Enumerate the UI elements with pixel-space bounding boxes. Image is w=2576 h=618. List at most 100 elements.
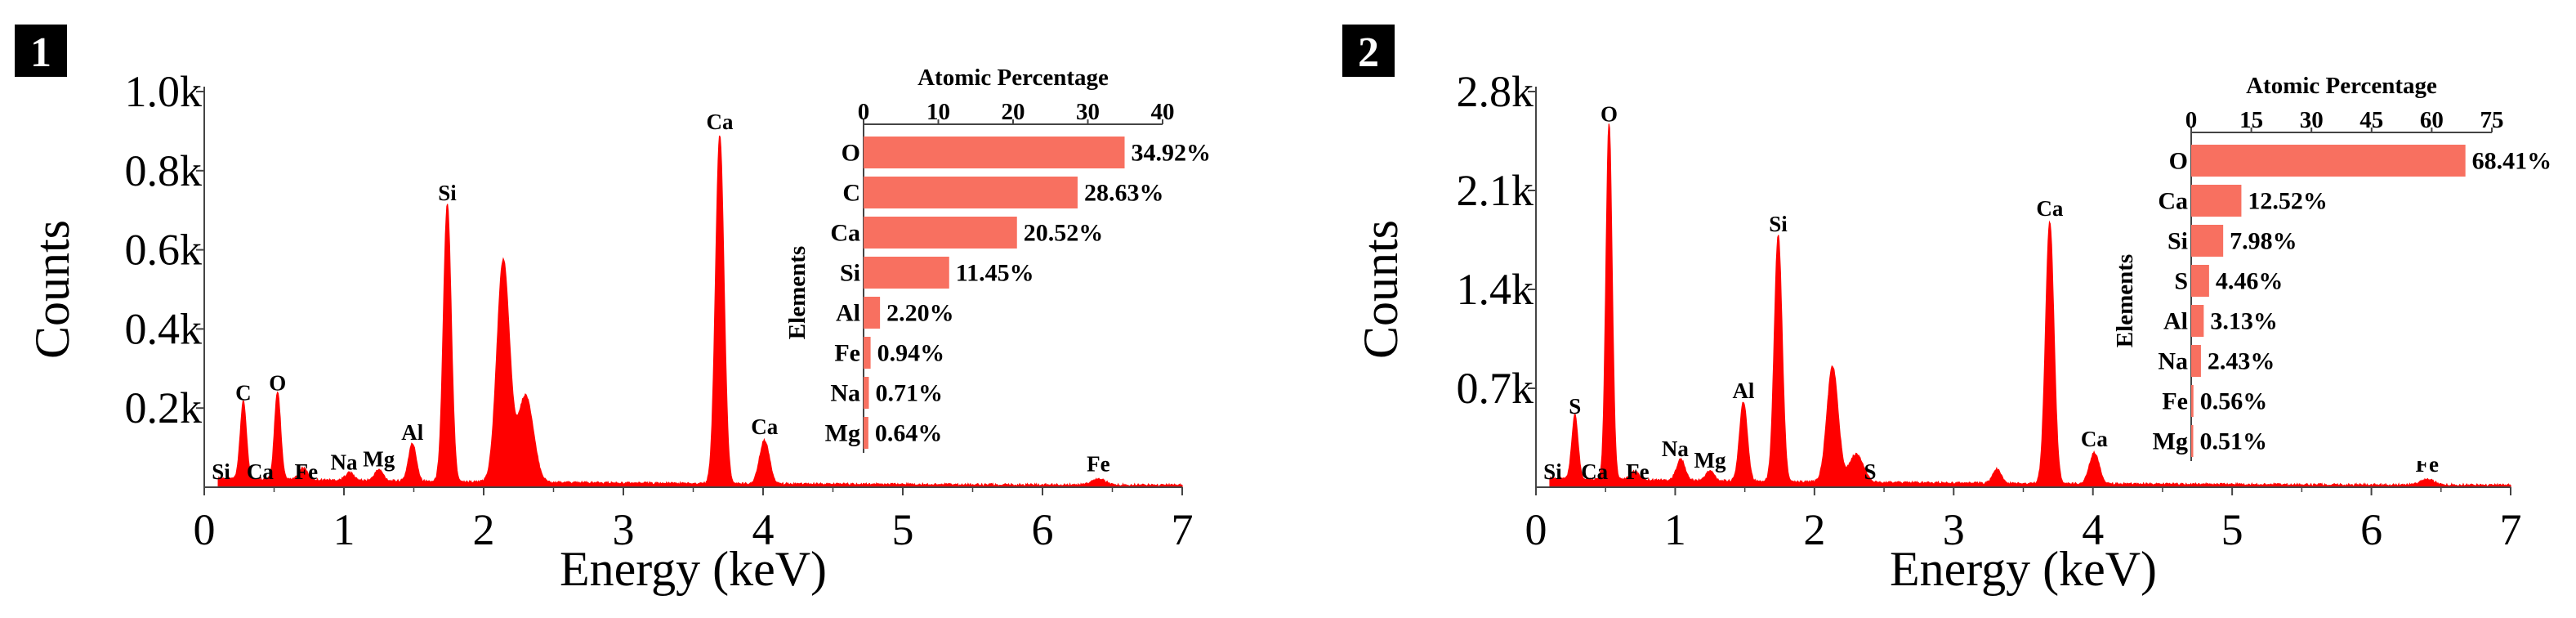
inset-bar — [864, 377, 869, 409]
x-tick-label: 4 — [2082, 505, 2104, 554]
peak-label: Si — [212, 459, 230, 484]
peak-label: S — [1569, 394, 1581, 419]
inset-value-label: 4.46% — [2216, 268, 2284, 295]
x-tick-label: 5 — [892, 505, 914, 554]
x-tick-label: 3 — [613, 505, 635, 554]
inset-category-label: O — [2169, 148, 2188, 175]
inset-bar — [2191, 145, 2466, 177]
y-tick-label: 0.4k — [125, 304, 203, 353]
peak-label: Na — [1662, 437, 1689, 461]
peak-label: S — [1864, 459, 1877, 484]
y-tick-label: 2.8k — [1457, 67, 1534, 116]
peak-label: Mg — [1694, 448, 1726, 472]
inset-bar — [2191, 185, 2242, 217]
peak-label: Ca — [247, 459, 274, 484]
x-tick-label: 7 — [2500, 505, 2522, 554]
inset-value-label: 34.92% — [1132, 140, 1212, 167]
inset-category-label: Al — [2163, 308, 2188, 335]
inset-value-label: 7.98% — [2230, 228, 2297, 255]
inset-x-tick-label: 10 — [926, 99, 950, 125]
inset-category-label: Na — [2158, 348, 2188, 375]
inset-category-label: Mg — [825, 420, 860, 447]
x-axis-label: Energy (keV) — [1890, 542, 2157, 596]
peak-label: Fe — [1087, 452, 1109, 477]
y-tick-label: 0.6k — [125, 226, 203, 275]
inset-category-label: Fe — [834, 340, 860, 367]
x-axis-label: Energy (keV) — [560, 542, 827, 596]
y-tick-label: 1.4k — [1457, 265, 1534, 314]
x-tick-label: 6 — [2360, 505, 2382, 554]
inset-x-tick-label: 0 — [2185, 107, 2198, 133]
peak-label: Fe — [1626, 459, 1649, 484]
y-tick-label: 0.8k — [125, 146, 203, 195]
peak-label: Si — [1769, 212, 1788, 236]
inset-y-axis-label: Elements — [2112, 254, 2138, 347]
inset-x-tick-label: 30 — [1076, 99, 1100, 125]
inset-category-label: Na — [830, 380, 860, 407]
panel-badge-label: 1 — [30, 29, 51, 76]
inset-value-label: 0.94% — [877, 340, 945, 367]
y-tick-label: 1.0k — [125, 67, 203, 116]
x-tick-label: 2 — [473, 505, 495, 554]
y-axis-label: Counts — [25, 220, 79, 359]
inset-x-tick-label: 75 — [2480, 107, 2504, 133]
x-tick-label: 6 — [1032, 505, 1054, 554]
peak-label: Ca — [751, 414, 778, 439]
inset-bar — [2191, 425, 2194, 457]
peak-label: Fe — [295, 459, 318, 484]
inset-value-label: 0.64% — [875, 420, 943, 447]
inset-category-label: O — [842, 140, 860, 167]
spectrum-area — [1549, 123, 2511, 488]
panel-badge — [1342, 25, 1395, 77]
peak-label: O — [1601, 101, 1618, 126]
inset-category-label: S — [2174, 268, 2188, 295]
x-tick-label: 1 — [333, 505, 355, 554]
x-tick-label: 4 — [752, 505, 775, 554]
inset-value-label: 0.51% — [2200, 428, 2268, 455]
peak-label: Ca — [706, 110, 733, 134]
inset-value-label: 2.20% — [886, 300, 954, 327]
peak-label: C — [235, 381, 252, 405]
panel-badge — [15, 25, 67, 77]
peak-label: Na — [331, 450, 358, 474]
inset-value-label: 12.52% — [2248, 188, 2328, 215]
inset-bar — [2191, 385, 2194, 417]
inset-bar — [864, 177, 1078, 208]
inset-category-label: C — [842, 180, 860, 207]
inset-x-tick-label: 30 — [2300, 107, 2324, 133]
spectrum-area — [217, 135, 1183, 488]
peak-label: Ca — [2081, 427, 2108, 451]
peak-label: O — [269, 371, 286, 396]
peak-label: Si — [1543, 459, 1562, 484]
inset-bar — [2191, 265, 2209, 297]
inset-category-label: Fe — [2162, 388, 2188, 415]
inset-x-tick-label: 60 — [2420, 107, 2444, 133]
inset-y-axis-label: Elements — [784, 246, 810, 339]
inset-bar-chart: Atomic Percentage 0 10 20 30 40 Elements O 34.92… — [784, 65, 1211, 453]
inset-value-label: 3.13% — [2210, 308, 2278, 335]
inset-bar — [864, 417, 868, 449]
peak-label: Mg — [363, 446, 395, 471]
inset-category-label: Mg — [2153, 428, 2188, 455]
inset-bar — [864, 137, 1125, 168]
inset-bar — [2191, 345, 2201, 377]
inset-x-tick-label: 45 — [2359, 107, 2383, 133]
inset-x-tick-label: 0 — [858, 99, 870, 125]
inset-category-label: Si — [840, 260, 860, 287]
inset-x-tick-label: 15 — [2239, 107, 2263, 133]
inset-value-label: 11.45% — [956, 260, 1034, 287]
y-axis-label: Counts — [1354, 220, 1408, 359]
inset-x-tick-label: 40 — [1151, 99, 1175, 125]
inset-bar — [2191, 225, 2224, 257]
inset-value-label: 2.43% — [2208, 348, 2275, 375]
inset-title: Atomic Percentage — [917, 65, 1109, 91]
peak-label: Ca — [1581, 459, 1608, 484]
inset-value-label: 0.56% — [2200, 388, 2268, 415]
inset-category-label: Ca — [830, 220, 860, 247]
inset-x-tick-label: 20 — [1002, 99, 1025, 125]
inset-category-label: Al — [836, 300, 860, 327]
inset-bar — [864, 337, 871, 369]
